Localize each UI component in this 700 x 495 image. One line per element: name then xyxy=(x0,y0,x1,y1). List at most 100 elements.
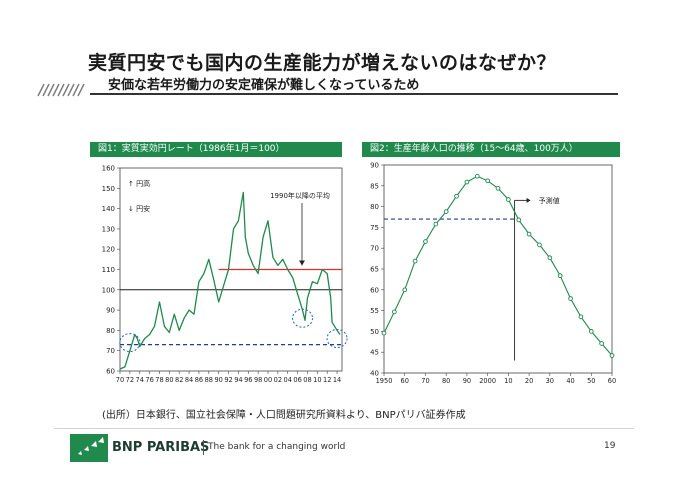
chart1-y-tick-label: 70 xyxy=(106,347,115,355)
chart2-data-point xyxy=(588,329,594,334)
chart2-data-point xyxy=(443,209,449,214)
chart1-annotation-arrowhead xyxy=(299,260,305,266)
chart1-legend-down: ↓ 円安 xyxy=(128,204,150,213)
chart2-data-point xyxy=(412,258,418,264)
chart1-y-tick-label: 100 xyxy=(102,286,115,294)
page-number: 19 xyxy=(604,441,616,451)
chart2-x-tick-label: 10 xyxy=(504,377,512,385)
chart1-x-tick-label: 72 xyxy=(126,376,134,384)
chart2-data-point xyxy=(568,296,573,301)
footer-divider xyxy=(54,428,634,429)
chart2-title: 図2：生産年齢人口の推移（15～64歳、100万人） xyxy=(362,142,620,157)
chart1-annotation: 1990年以降の平均 xyxy=(270,191,330,200)
chart1-y-tick-label: 60 xyxy=(106,368,115,376)
chart1-y-tick-label: 130 xyxy=(102,225,115,233)
chart1-x-tick-label: 70 xyxy=(116,376,124,384)
chart2-y-tick-label: 80 xyxy=(370,203,379,211)
chart2-data-point xyxy=(381,330,387,336)
chart1-x-tick-label: 76 xyxy=(145,376,153,384)
chart1-x-tick-label: 10 xyxy=(313,376,321,384)
chart1-x-tick-label: 12 xyxy=(323,376,331,384)
chart2-data-point xyxy=(392,309,397,315)
brand-separator xyxy=(203,440,204,455)
chart2-x-tick-label: 20 xyxy=(525,377,533,385)
chart2-x-tick-label: 40 xyxy=(566,377,574,385)
chart1-x-tick-label: 88 xyxy=(205,376,213,384)
chart1-x-tick-label: 92 xyxy=(224,376,232,384)
chart2-data-point xyxy=(402,287,408,293)
chart2-y-tick-label: 50 xyxy=(370,328,379,336)
chart2-x-tick-label: 2000 xyxy=(479,377,496,385)
brand-tagline: The bank for a changing world xyxy=(208,442,346,452)
chart2-y-tick-label: 85 xyxy=(370,182,379,190)
chart1-y-tick-label: 120 xyxy=(102,246,115,254)
chart1-legend-up: ↑ 円高 xyxy=(128,179,150,188)
chart2-data-point xyxy=(578,314,584,320)
chart2-y-tick-label: 40 xyxy=(370,370,379,378)
chart2-series-line xyxy=(383,175,613,356)
chart1-y-tick-label: 150 xyxy=(102,185,115,193)
chart1-x-tick-label: 00 xyxy=(264,376,272,384)
chart1-x-tick-label: 94 xyxy=(234,376,242,384)
chart1-x-tick-label: 82 xyxy=(175,376,183,384)
brand-name: BNP PARIBAS xyxy=(112,440,210,455)
chart2-y-tick-label: 70 xyxy=(370,245,379,253)
chart1-highlight-circle xyxy=(119,333,141,353)
chart1-x-tick-label: 86 xyxy=(195,376,203,384)
chart2-data-point xyxy=(506,197,511,202)
chart2-y-tick-label: 55 xyxy=(370,307,379,315)
chart2-plot-frame xyxy=(383,164,613,374)
chart2-y-tick-label: 60 xyxy=(370,286,379,294)
chart2-data-point xyxy=(474,173,480,179)
chart1-x-tick-label: 80 xyxy=(165,376,173,384)
chart2-data-point xyxy=(547,255,553,261)
chart1-x-tick-label: 02 xyxy=(274,376,282,384)
chart2-y-tick-label: 65 xyxy=(370,266,379,274)
chart2-y-tick-label: 75 xyxy=(370,224,379,232)
chart2-forecast-arrowhead xyxy=(526,197,531,203)
chart2-working-age-population: 40 45 50 55 60 65 70 75 80 85 90 1950 60 70 80 90 2000 10… xyxy=(370,162,616,386)
chart1-x-tick-label: 90 xyxy=(214,376,222,384)
chart1-x-tick-label: 06 xyxy=(293,376,301,384)
chart1-highlight-circle xyxy=(326,328,348,349)
chart2-x-tick-label: 1950 xyxy=(376,377,393,385)
chart2-x-tick-label: 80 xyxy=(442,377,450,385)
chart2-x-tick-label: 50 xyxy=(587,377,595,385)
chart1-y-tick-label: 80 xyxy=(106,327,115,335)
chart1-title: 図1：実質実効円レート（1986年1月＝100） xyxy=(90,142,342,157)
chart2-x-tick-label: 60 xyxy=(608,377,616,385)
chart2-y-tick-label: 45 xyxy=(370,349,379,357)
chart1-x-tick-label: 96 xyxy=(244,376,252,384)
chart2-data-point xyxy=(495,185,501,191)
chart2-forecast-label: 予測値 xyxy=(539,196,560,205)
chart1-x-tick-label: 98 xyxy=(254,376,262,384)
chart1-x-tick-label: 08 xyxy=(303,376,311,384)
chart1-y-tick-label: 110 xyxy=(102,266,115,274)
chart1-y-tick-label: 90 xyxy=(106,307,115,315)
chart1-x-tick-label: 78 xyxy=(155,376,163,384)
chart2-data-point xyxy=(485,178,490,184)
chart1-series-line xyxy=(119,191,341,370)
chart1-x-tick-label: 74 xyxy=(136,376,144,384)
chart2-x-tick-label: 30 xyxy=(546,377,554,385)
chart2-data-point xyxy=(516,217,522,223)
chart2-x-tick-label: 90 xyxy=(463,377,471,385)
chart1-x-tick-label: 14 xyxy=(333,376,341,384)
chart1-y-tick-label: 160 xyxy=(102,165,115,173)
slide-subtitle: 安価な若年労働力の安定確保が難しくなっているため xyxy=(108,78,420,93)
chart2-data-point xyxy=(423,239,428,244)
chart2-data-point xyxy=(599,341,604,346)
chart1-x-tick-label: 04 xyxy=(284,376,292,384)
title-slash-decoration xyxy=(37,83,85,97)
title-underline xyxy=(90,93,618,95)
chart2-data-point xyxy=(537,242,542,248)
chart2-data-point xyxy=(433,221,439,227)
chart2-data-point xyxy=(557,273,563,279)
chart1-y-tick-label: 140 xyxy=(102,205,115,213)
chart2-data-point xyxy=(609,353,615,358)
chart2-x-tick-label: 60 xyxy=(401,377,409,385)
slide-title: 実質円安でも国内の生産能力が増えないのはなぜか？ xyxy=(88,52,557,74)
chart2-y-tick-label: 90 xyxy=(370,162,379,170)
chart1-x-tick-label: 84 xyxy=(185,376,193,384)
chart2-data-point xyxy=(464,179,470,185)
